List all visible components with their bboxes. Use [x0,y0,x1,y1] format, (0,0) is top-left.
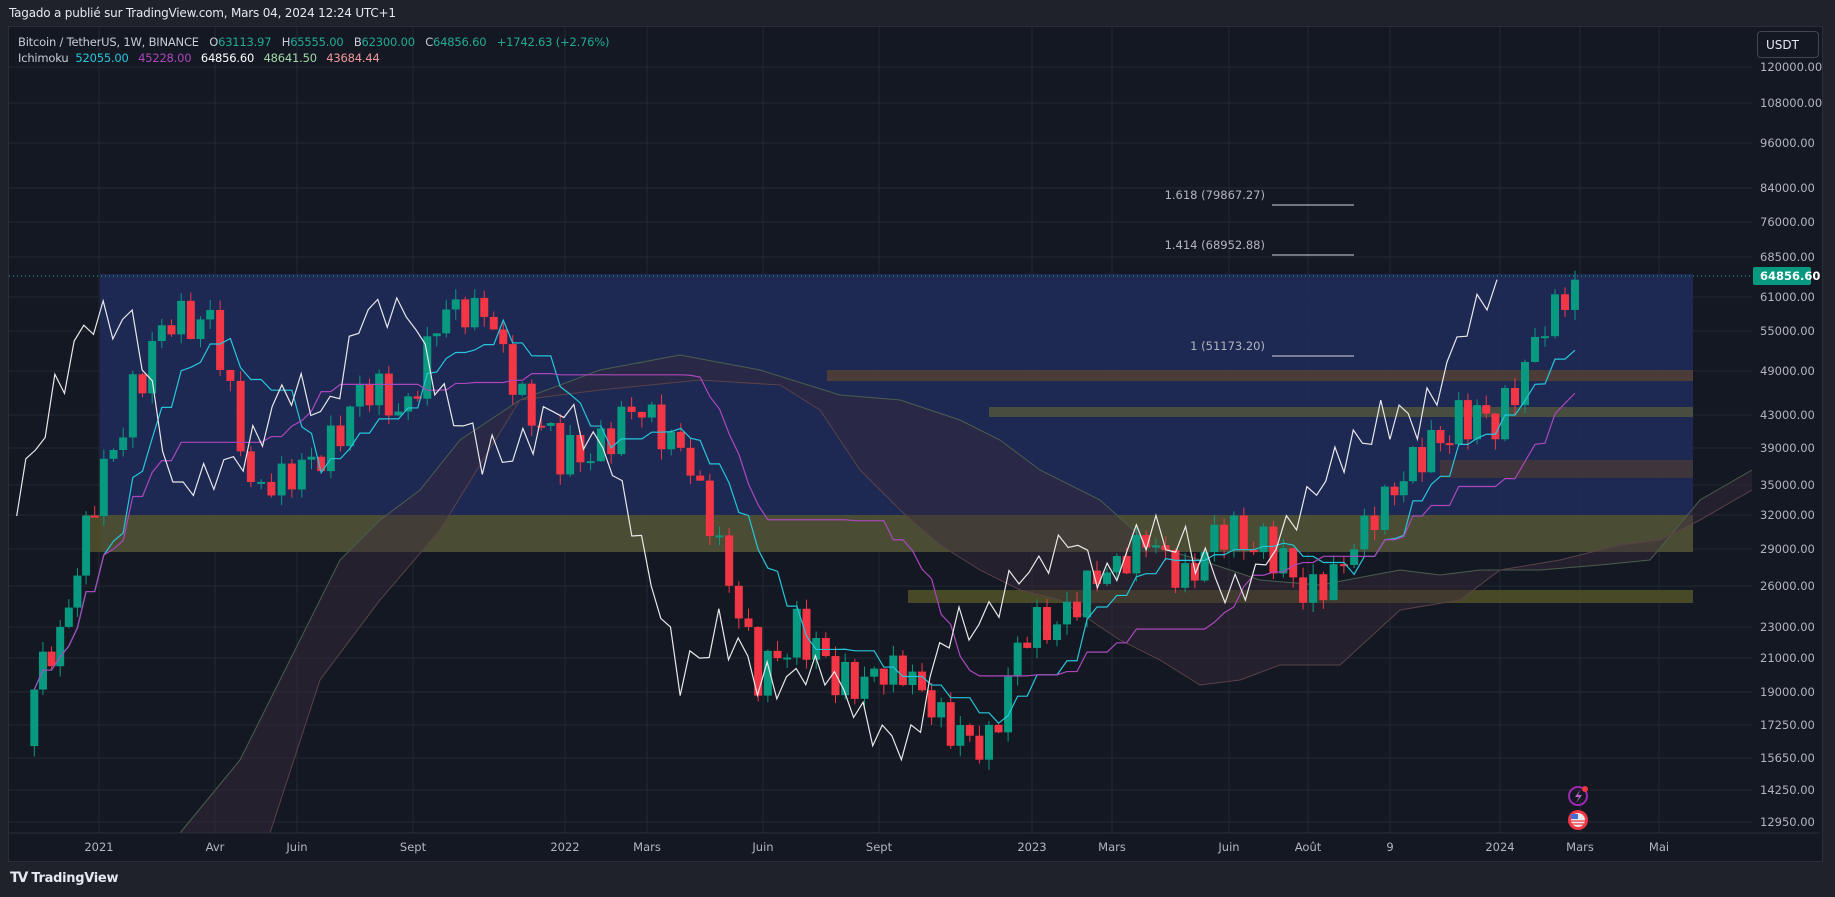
tradingview-logo-icon: TV [10,870,28,886]
time-axis[interactable] [9,834,1752,860]
zone-48k-rect[interactable] [827,370,1693,381]
price-tick-label: 32000.00 [1760,508,1815,522]
fib-level-label-2: 1 (51173.20) [1190,339,1265,353]
price-tick-label: 14250.00 [1760,783,1815,797]
time-tick-label: 2023 [1017,840,1046,854]
close-label: C [425,35,434,49]
time-tick-label: Mai [1649,840,1669,854]
candles [30,270,1579,770]
event-icons[interactable] [1568,786,1588,830]
price-tick-label: 26000.00 [1760,579,1815,593]
ichimoku-value-3: 48641.50 [263,51,321,65]
open-value: 63113.97 [218,35,272,49]
change-value: +1742.63 (+2.76%) [496,35,610,49]
zone-36k-rect[interactable] [1440,460,1693,478]
time-tick-label: 2024 [1485,840,1514,854]
price-tick-label: 17250.00 [1760,718,1815,732]
price-tick-label: 68500.00 [1760,250,1815,264]
price-tick-label: 76000.00 [1760,215,1815,229]
ichimoku-lagging-span [16,279,1498,762]
time-tick-label: Juin [285,840,307,854]
price-tick-label: 49000.00 [1760,364,1815,378]
fibonacci-extension[interactable]: 1.618 (79867.27) 1.414 (68952.88) 1 (51173… [1165,188,1354,357]
price-tick-label: 21000.00 [1760,651,1815,665]
price-zones [83,274,1693,603]
price-tick-label: 29000.00 [1760,542,1815,556]
zone-43k-rect[interactable] [989,407,1693,417]
tradingview-logo[interactable]: TV TradingView [10,870,118,886]
price-tick-label: 43000.00 [1760,408,1815,422]
ichimoku-value-0: 52055.00 [75,51,133,65]
price-tick-label: 96000.00 [1760,136,1815,150]
price-tick-label: 108000.00 [1760,96,1822,110]
price-tick-label: 55000.00 [1760,324,1815,338]
ichimoku-value-2: 64856.60 [200,51,258,65]
last-price-label: 64856.60 [1760,269,1820,283]
ichimoku-cloud [180,355,1752,833]
low-label: B [353,35,362,49]
price-tick-label: 61000.00 [1760,290,1815,304]
time-tick-label: 2022 [550,840,579,854]
time-tick-label: Sept [866,840,893,854]
symbol-title[interactable]: Bitcoin / TetherUS, 1W, BINANCE [18,35,199,49]
time-tick-label: Juin [1217,840,1239,854]
time-tick-label: Avr [206,840,225,854]
price-tick-label: 15650.00 [1760,751,1815,765]
price-tick-label: 19000.00 [1760,685,1815,699]
time-tick-label: 2021 [84,840,113,854]
fib-level-label-0: 1.618 (79867.27) [1165,188,1265,202]
ichimoku-value-4: 43684.44 [326,51,380,65]
tradingview-brand-text: TradingView [31,870,119,886]
zone-30k-rect[interactable] [83,515,1693,552]
time-tick-label: Mars [633,840,661,854]
chart-legend: Bitcoin / TetherUS, 1W, BINANCE O63113.9… [18,34,609,66]
currency-unit-button[interactable]: USDT [1757,31,1819,58]
low-value: 62300.00 [361,35,415,49]
time-tick-label: 9 [1386,840,1393,854]
time-tick-label: Mars [1098,840,1126,854]
time-tick-label: Mars [1566,840,1594,854]
lightning-event-icon[interactable] [1568,786,1588,806]
time-tick-label: Sept [400,840,427,854]
close-value: 64856.60 [433,35,487,49]
high-value: 65555.00 [290,35,344,49]
open-label: O [209,35,219,49]
price-axis[interactable] [1752,27,1820,833]
price-tick-label: 120000.00 [1760,60,1822,74]
time-tick-label: Juin [751,840,773,854]
published-by-header: Tagado a publié sur TradingView.com, Mar… [9,6,396,20]
high-label: H [281,35,291,49]
ichimoku-legend-row: Ichimoku 52055.00 45228.00 64856.60 4864… [18,50,609,66]
ichimoku-base-line [33,372,1576,690]
price-tick-label: 12950.00 [1760,815,1815,829]
time-tick-label: Août [1295,840,1322,854]
price-tick-label: 39000.00 [1760,441,1815,455]
ichimoku-title[interactable]: Ichimoku [18,51,69,65]
symbol-legend-row: Bitcoin / TetherUS, 1W, BINANCE O63113.9… [18,34,609,50]
fib-level-label-1: 1.414 (68952.88) [1165,238,1265,252]
price-tick-label: 35000.00 [1760,478,1815,492]
price-tick-label: 84000.00 [1760,181,1815,195]
ichimoku-value-1: 45228.00 [138,51,195,65]
last-price-badge [1753,267,1811,285]
price-tick-label: 23000.00 [1760,620,1815,634]
